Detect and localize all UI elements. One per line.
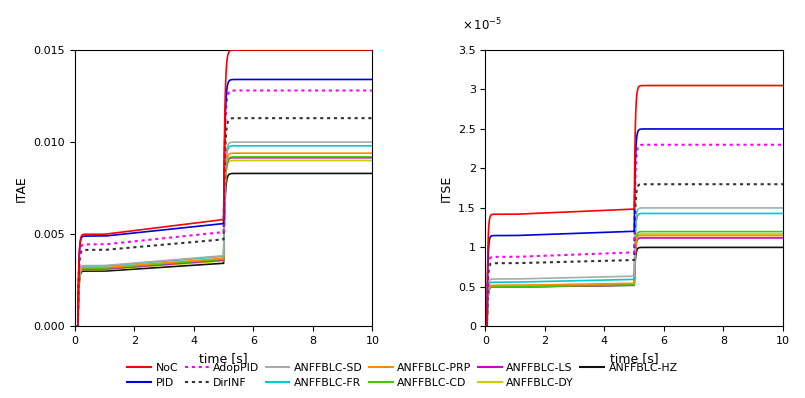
X-axis label: time [s]: time [s] xyxy=(200,352,248,365)
X-axis label: time [s]: time [s] xyxy=(610,352,658,365)
Y-axis label: ITSE: ITSE xyxy=(440,175,452,202)
Legend: NoC, PID, AdopPID, DirINF, ANFFBLC-SD, ANFFBLC-FR, ANFFBLC-PRP, ANFFBLC-CD, ANFF: NoC, PID, AdopPID, DirINF, ANFFBLC-SD, A… xyxy=(123,359,682,392)
Y-axis label: ITAE: ITAE xyxy=(15,175,28,201)
Text: $\times\,10^{-5}$: $\times\,10^{-5}$ xyxy=(462,17,502,33)
